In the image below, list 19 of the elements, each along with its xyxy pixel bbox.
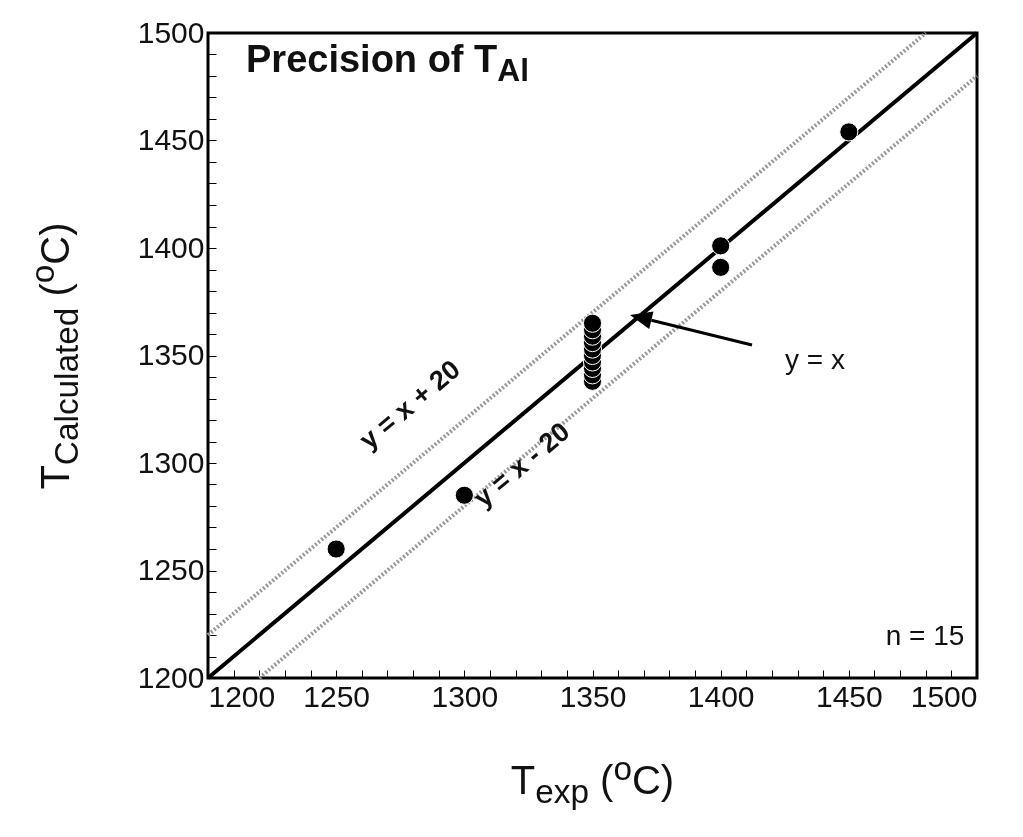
x-axis-title: T$_{exp}$ ($^{o}$C) <box>510 750 675 812</box>
y-tick-label: 1250 <box>137 553 205 586</box>
x-tick-label: 1200 <box>208 679 276 713</box>
y-tick-label: 1350 <box>137 338 205 371</box>
x-tick-label: 1350 <box>559 679 627 713</box>
annotation: y = x - 20 <box>468 416 576 514</box>
y-tick-label: 1400 <box>137 230 205 264</box>
x-tick-label: 1450 <box>815 679 883 713</box>
chart-title: Precision of T$_{Al}$ <box>246 38 529 89</box>
x-tick-label: 1250 <box>303 679 371 713</box>
y-tick-label: 1500 <box>137 15 205 49</box>
x-tick-label: 1400 <box>687 679 755 713</box>
annotation: y = x <box>785 344 845 376</box>
x-tick-label: 1500 <box>910 679 978 713</box>
y-tick-label: 1450 <box>137 123 205 156</box>
y-tick-label: 1300 <box>137 445 205 479</box>
annotation: n = 15 <box>885 620 965 652</box>
annotation: y = x + 20 <box>353 354 467 456</box>
x-tick-label: 1300 <box>431 679 499 713</box>
